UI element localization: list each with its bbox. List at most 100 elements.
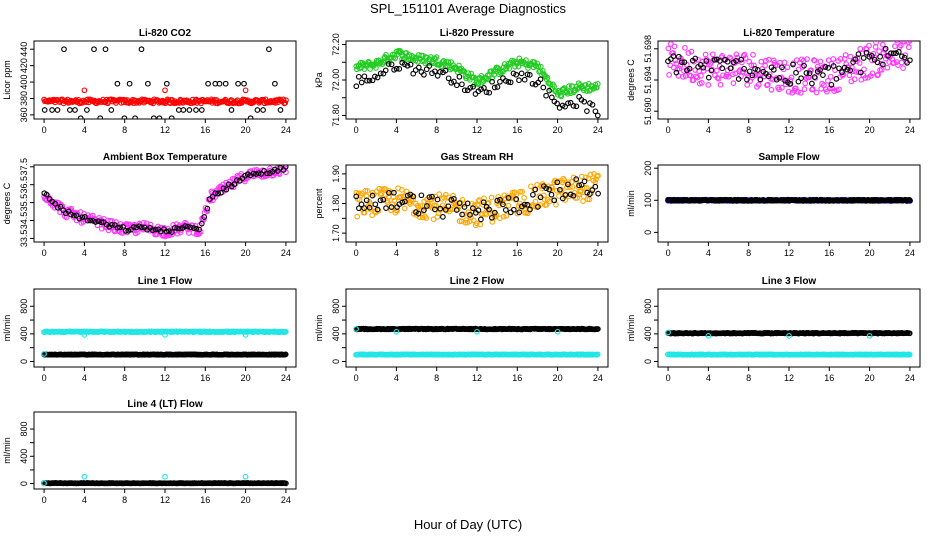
data-point — [558, 93, 565, 100]
data-point — [152, 226, 159, 233]
data-point — [109, 222, 115, 228]
data-point — [476, 197, 483, 203]
x-tick-label: 0 — [354, 125, 359, 135]
data-point — [98, 219, 105, 226]
data-point — [748, 62, 755, 68]
x-tick-label: 0 — [666, 248, 671, 258]
data-point — [675, 53, 682, 60]
data-point — [888, 50, 894, 57]
data-point — [126, 80, 133, 87]
data-point — [532, 198, 539, 205]
data-point — [283, 97, 289, 104]
x-tick-label: 12 — [160, 373, 170, 383]
data-point — [594, 112, 601, 119]
data-point — [519, 189, 525, 195]
y-tick-label: 0 — [331, 359, 341, 364]
y-axis-label: kPa — [314, 72, 324, 88]
data-point — [809, 80, 815, 87]
chart-panel: Ambient Box Temperature 0 4 8 12 16 20 24 33.534… — [2, 152, 297, 258]
chart-title: Li-820 Pressure — [440, 28, 515, 39]
data-point — [393, 328, 400, 335]
data-point — [470, 205, 476, 212]
data-point — [770, 57, 777, 64]
data-point — [799, 64, 806, 70]
data-point — [437, 69, 443, 75]
data-point — [793, 69, 799, 76]
data-point — [880, 61, 886, 68]
data-point — [364, 188, 371, 194]
x-tick-label: 16 — [512, 125, 522, 135]
data-point — [554, 179, 561, 186]
data-point — [461, 87, 468, 94]
data-point — [562, 192, 569, 198]
data-point — [433, 203, 439, 209]
data-point — [212, 190, 219, 196]
data-point — [467, 84, 474, 91]
data-point — [185, 223, 191, 230]
data-point — [833, 76, 840, 82]
data-point — [473, 220, 480, 227]
y-tick-label: 35.5 — [19, 194, 29, 212]
data-point — [757, 76, 764, 83]
x-tick-label: 20 — [865, 248, 875, 258]
data-point — [363, 197, 370, 204]
x-tick-label: 12 — [472, 125, 482, 135]
data-point — [587, 171, 594, 178]
data-point — [426, 194, 433, 200]
data-point — [41, 107, 48, 113]
data-point — [374, 206, 381, 213]
data-point — [250, 170, 257, 177]
chart-panel: Li-820 Temperature 0 4 8 12 16 20 24 51.690 51.69… — [626, 28, 921, 135]
data-point — [670, 53, 677, 59]
data-layer — [41, 328, 289, 358]
data-point — [801, 62, 807, 69]
data-point — [489, 78, 495, 85]
data-point — [163, 228, 170, 235]
x-tick-label: 16 — [200, 373, 210, 383]
data-point — [242, 332, 249, 338]
data-point — [711, 57, 718, 63]
data-point — [503, 212, 510, 219]
data-point — [727, 55, 734, 62]
data-point — [524, 201, 531, 208]
data-point — [521, 76, 528, 83]
data-point — [121, 115, 128, 119]
data-point — [900, 65, 906, 71]
data-point — [869, 70, 876, 77]
data-point — [377, 197, 384, 204]
x-tick-label: 24 — [593, 248, 603, 258]
data-point — [401, 205, 408, 212]
data-point — [746, 68, 753, 75]
data-point — [218, 189, 224, 196]
data-point — [881, 47, 888, 53]
data-point — [741, 65, 747, 72]
x-tick-label: 0 — [42, 125, 47, 135]
x-tick-label: 0 — [354, 373, 359, 383]
data-point — [877, 53, 883, 60]
data-point — [242, 87, 249, 94]
data-point — [434, 196, 441, 203]
data-point — [52, 200, 58, 207]
data-point — [730, 80, 737, 86]
data-point — [700, 64, 707, 71]
chart-title: Li-820 Temperature — [743, 28, 835, 39]
data-point — [510, 206, 517, 213]
x-tick-label: 16 — [200, 495, 210, 505]
data-point — [593, 84, 600, 91]
data-point — [812, 75, 819, 81]
data-point — [190, 225, 197, 231]
data-point — [456, 200, 463, 206]
x-tick-label: 0 — [666, 125, 671, 135]
x-tick-label: 4 — [82, 373, 87, 383]
data-point — [105, 227, 112, 234]
data-point — [584, 88, 590, 94]
data-point — [528, 183, 534, 190]
data-point — [714, 56, 720, 63]
data-point — [102, 46, 109, 53]
data-point — [156, 115, 163, 119]
data-point — [856, 60, 863, 66]
data-point — [851, 76, 858, 83]
data-point — [415, 210, 422, 217]
data-point — [673, 60, 680, 67]
data-point — [532, 186, 539, 193]
